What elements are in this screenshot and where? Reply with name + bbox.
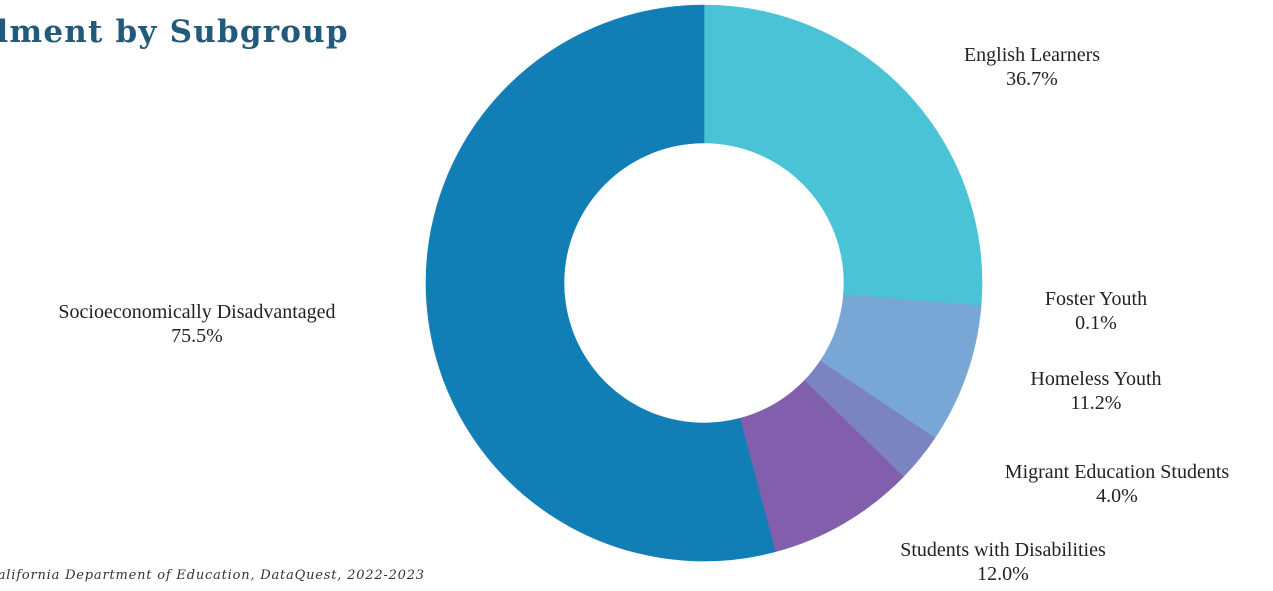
slice-socioeconomically-disadvantaged (425, 4, 776, 562)
chart-title: rollment by Subgroup (0, 14, 349, 50)
slice-value-socioeconomically-disadvantaged: 75.5% (171, 325, 223, 347)
slice-label-foster-youth: Foster Youth (1045, 288, 1147, 310)
slice-label-english-learners: English Learners (964, 44, 1100, 66)
source-note: California Department of Education, Data… (0, 568, 425, 583)
slice-value-migrant-education-students: 4.0% (1096, 485, 1138, 507)
slice-value-english-learners: 36.7% (1006, 68, 1058, 90)
slice-english-learners (703, 4, 983, 307)
slice-label-homeless-youth: Homeless Youth (1030, 368, 1161, 390)
slice-value-foster-youth: 0.1% (1075, 312, 1117, 334)
slice-value-homeless-youth: 11.2% (1071, 392, 1122, 414)
slice-label-students-with-disabilities: Students with Disabilities (900, 539, 1106, 561)
slice-value-students-with-disabilities: 12.0% (977, 563, 1029, 585)
slice-label-socioeconomically-disadvantaged: Socioeconomically Disadvantaged (58, 301, 335, 323)
slice-label-migrant-education-students: Migrant Education Students (1005, 461, 1230, 483)
